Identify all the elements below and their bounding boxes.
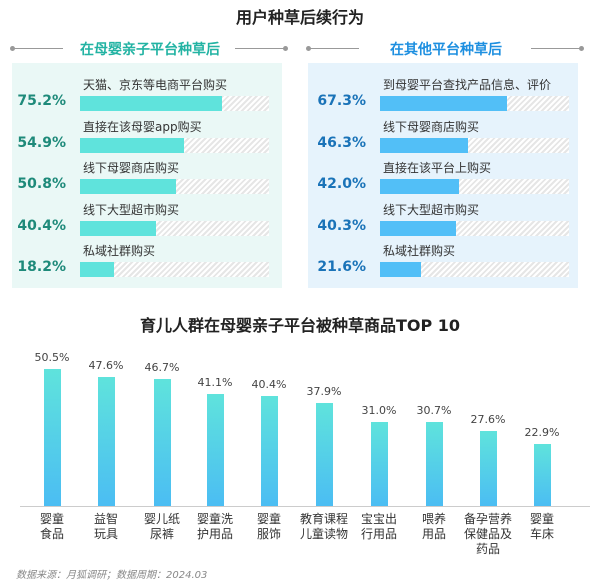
bar-track xyxy=(80,137,269,153)
bar-label: 私域社群购买 xyxy=(383,244,456,258)
category-label: 婴童 食品 xyxy=(39,512,64,541)
bar-value: 75.2% xyxy=(17,93,66,109)
category-label: 婴童 服饰 xyxy=(256,512,281,541)
bar-value: 22.9% xyxy=(524,425,560,439)
category-label: 婴童 车床 xyxy=(529,512,554,541)
source-note: 数据来源：月狐调研；数据周期：2024.03 xyxy=(16,570,208,581)
bar xyxy=(207,394,224,506)
panel-subtitle: 在其他平台种草后 xyxy=(390,42,502,58)
bar xyxy=(380,137,468,153)
bar-label: 线下母婴商店购买 xyxy=(83,161,180,175)
bar-label: 私域社群购买 xyxy=(83,244,156,258)
category-label: 婴儿纸 尿裤 xyxy=(143,512,180,541)
category-label: 益智 玩具 xyxy=(93,512,118,541)
bar-value: 50.5% xyxy=(34,350,70,364)
category-label: 婴童洗 护用品 xyxy=(196,512,233,541)
category-label: 宝宝出 行用品 xyxy=(360,512,397,541)
bar xyxy=(80,96,223,111)
bar-value: 67.3% xyxy=(317,93,366,109)
bar-value: 41.1% xyxy=(197,376,233,390)
bar xyxy=(80,179,176,194)
bar xyxy=(380,96,508,111)
bar-value: 27.6% xyxy=(470,412,506,426)
bar xyxy=(426,422,443,506)
bar-track xyxy=(80,179,269,194)
bar-track xyxy=(380,179,569,194)
bar xyxy=(154,378,171,506)
bar-track xyxy=(80,262,269,277)
bar-value: 18.2% xyxy=(17,259,66,275)
bar xyxy=(80,137,184,153)
divider-dot xyxy=(283,46,288,51)
divider-line xyxy=(309,48,359,49)
bar-label: 线下母婴商店购买 xyxy=(383,119,480,134)
category-label: 教育课程 儿童读物 xyxy=(299,512,348,541)
panel-subtitle: 在母婴亲子平台种草后 xyxy=(80,42,220,58)
bar-label: 直接在该母婴app购买 xyxy=(83,119,202,134)
bar-value: 46.3% xyxy=(317,134,366,151)
bar-track xyxy=(380,220,569,236)
bar-label: 线下大型超市购买 xyxy=(383,202,480,217)
category-label: 备孕营养 保健品及 药品 xyxy=(463,512,512,556)
bar xyxy=(44,368,61,506)
bar-value: 47.6% xyxy=(88,358,124,372)
x-axis xyxy=(20,506,590,507)
bar-value: 37.9% xyxy=(306,384,342,398)
bar xyxy=(380,179,460,194)
divider-line xyxy=(531,48,581,49)
bar-track xyxy=(80,96,269,111)
bar-value: 40.4% xyxy=(251,378,287,392)
bar-label: 天猫、京东等电商平台购买 xyxy=(83,78,228,92)
bar xyxy=(261,396,278,506)
divider-dot xyxy=(306,46,311,51)
bar-track xyxy=(80,220,269,236)
bar-value: 46.7% xyxy=(144,360,180,374)
bar-label: 到母婴平台查找产品信息、评价 xyxy=(383,78,552,92)
bar-value: 21.6% xyxy=(317,259,366,275)
bar xyxy=(480,430,497,506)
bar-label: 线下大型超市购买 xyxy=(83,202,180,217)
divider-dot xyxy=(579,46,584,51)
bar-value: 50.8% xyxy=(17,176,66,192)
bar-track xyxy=(380,262,569,277)
bar xyxy=(534,443,551,506)
bar xyxy=(371,421,388,506)
bar-value: 40.3% xyxy=(317,217,366,234)
top-title: 用户种草后续行为 xyxy=(235,8,364,27)
bar-value: 30.7% xyxy=(416,404,452,418)
bar xyxy=(316,402,333,506)
bar xyxy=(380,262,421,277)
bar-value: 31.0% xyxy=(361,403,397,417)
divider-line xyxy=(13,48,63,49)
bar xyxy=(80,262,115,277)
bar-label: 直接在该平台上购买 xyxy=(383,161,492,175)
divider-dot xyxy=(10,46,15,51)
bar-track xyxy=(380,137,569,153)
bar xyxy=(80,220,157,236)
bar-track xyxy=(380,96,569,111)
divider-line xyxy=(235,48,285,49)
bar xyxy=(98,376,115,506)
bar-value: 42.0% xyxy=(317,176,366,192)
bar-value: 54.9% xyxy=(17,134,66,151)
bar xyxy=(380,220,457,236)
bottom-title: 育儿人群在母婴亲子平台被种草商品TOP 10 xyxy=(139,316,461,335)
bar-value: 40.4% xyxy=(17,217,66,234)
category-label: 喂养 用品 xyxy=(421,512,446,541)
